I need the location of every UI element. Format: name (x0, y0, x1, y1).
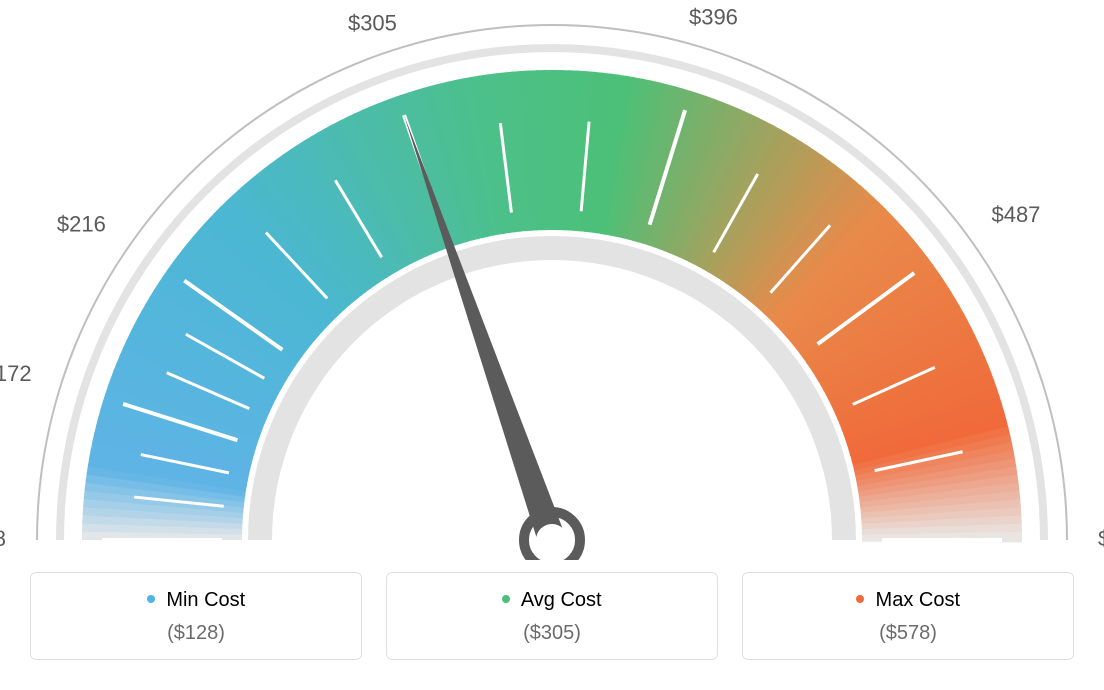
legend-row: Min Cost ($128) Avg Cost ($305) Max Cost… (30, 572, 1074, 660)
svg-text:$305: $305 (348, 10, 397, 35)
svg-text:$128: $128 (0, 526, 6, 551)
svg-text:$487: $487 (991, 202, 1040, 227)
legend-dot-min (147, 595, 155, 603)
legend-card-max: Max Cost ($578) (742, 572, 1074, 660)
legend-value-avg: ($305) (397, 622, 707, 645)
svg-text:$172: $172 (0, 361, 32, 386)
legend-title-max: Max Cost (876, 589, 960, 611)
legend-title-avg: Avg Cost (521, 589, 602, 611)
svg-text:$216: $216 (57, 211, 106, 236)
svg-text:$396: $396 (689, 4, 738, 29)
cost-gauge: $128 $172 $216 $305 $396 $487 $578 (0, 0, 1104, 560)
legend-title-min: Min Cost (166, 589, 245, 611)
legend-card-avg: Avg Cost ($305) (386, 572, 718, 660)
legend-dot-avg (502, 595, 510, 603)
svg-text:$578: $578 (1098, 526, 1104, 551)
legend-value-max: ($578) (753, 622, 1063, 645)
legend-card-min: Min Cost ($128) (30, 572, 362, 660)
legend-dot-max (856, 595, 864, 603)
legend-value-min: ($128) (41, 622, 351, 645)
